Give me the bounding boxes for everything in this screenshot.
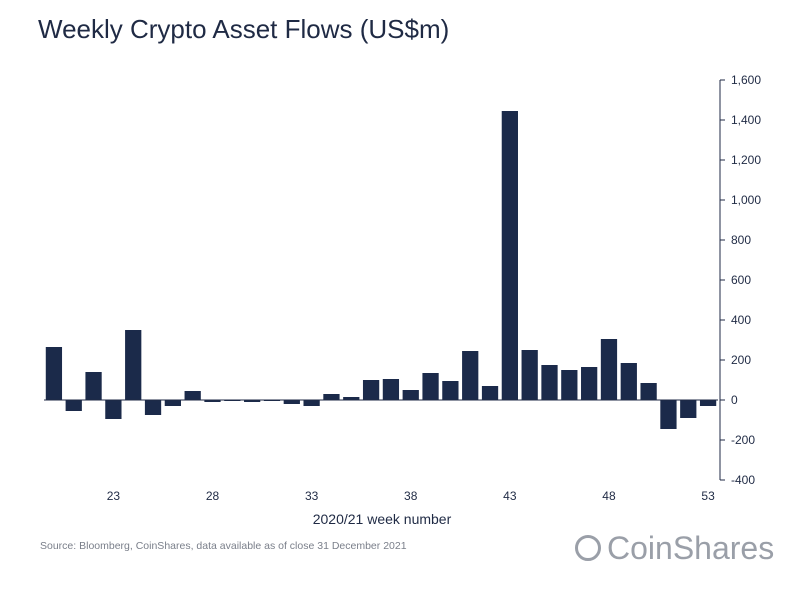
y-tick-label: 1,400 bbox=[731, 113, 761, 127]
y-axis: -400 -200 0 200 400 600 800 1,000 1,200 1,400 1,60… bbox=[719, 73, 761, 487]
bar-week-38 bbox=[402, 390, 419, 400]
bar-week-44 bbox=[521, 350, 538, 400]
source-note: Source: Bloomberg, CoinShares, data avai… bbox=[40, 540, 407, 552]
bar-week-49 bbox=[620, 363, 637, 400]
bar-week-52 bbox=[680, 400, 697, 418]
bar-week-20 bbox=[45, 347, 63, 400]
bars-group bbox=[45, 111, 717, 429]
x-tick-label: 53 bbox=[701, 489, 715, 503]
bar-week-36 bbox=[362, 380, 380, 400]
bar-week-33 bbox=[303, 400, 320, 406]
bar-week-47 bbox=[581, 367, 598, 400]
x-tick-label: 48 bbox=[602, 489, 616, 503]
bar-week-25 bbox=[144, 400, 162, 415]
x-axis: 23 28 33 38 43 48 53 bbox=[107, 489, 715, 503]
bar-week-41 bbox=[462, 351, 479, 400]
y-tick-label: 400 bbox=[731, 313, 751, 327]
bar-week-39 bbox=[422, 373, 439, 400]
bar-week-51 bbox=[660, 400, 677, 429]
x-tick-label: 28 bbox=[206, 489, 220, 503]
bar-week-46 bbox=[561, 370, 578, 400]
bar-week-28 bbox=[204, 400, 221, 402]
bar-week-40 bbox=[442, 381, 459, 400]
bar-week-48 bbox=[600, 339, 618, 400]
y-tick-label: 1,200 bbox=[731, 153, 761, 167]
bar-week-50 bbox=[640, 383, 657, 400]
bar-week-34 bbox=[323, 394, 340, 400]
bar-week-23 bbox=[105, 400, 122, 419]
y-tick-label: 600 bbox=[731, 273, 751, 287]
coinshares-logo-icon bbox=[575, 535, 601, 561]
y-tick-label: -400 bbox=[731, 473, 755, 487]
bar-week-24 bbox=[125, 330, 142, 400]
bar-week-27 bbox=[184, 391, 201, 400]
bar-week-53 bbox=[699, 400, 717, 406]
bar-week-30 bbox=[244, 400, 261, 402]
x-axis-label: 2020/21 week number bbox=[313, 511, 452, 527]
bar-week-32 bbox=[283, 400, 300, 404]
bar-week-42 bbox=[481, 386, 499, 400]
x-tick-label: 33 bbox=[305, 489, 319, 503]
bar-week-43 bbox=[501, 111, 518, 400]
bar-week-35 bbox=[343, 397, 360, 400]
x-tick-label: 23 bbox=[107, 489, 121, 503]
bar-week-37 bbox=[382, 379, 400, 400]
x-tick-label: 38 bbox=[404, 489, 418, 503]
y-tick-label: 200 bbox=[731, 353, 751, 367]
bar-week-45 bbox=[541, 365, 558, 400]
bar-week-21 bbox=[65, 400, 82, 411]
chart-title: Weekly Crypto Asset Flows (US$m) bbox=[38, 14, 450, 44]
brand-name: CoinShares bbox=[607, 530, 775, 566]
bar-week-22 bbox=[85, 372, 102, 400]
y-tick-label: 1,600 bbox=[731, 73, 761, 87]
y-tick-label: -200 bbox=[731, 433, 755, 447]
y-tick-label: 800 bbox=[731, 233, 751, 247]
x-tick-label: 43 bbox=[503, 489, 517, 503]
y-tick-label: 0 bbox=[731, 393, 738, 407]
brand-logo: CoinShares bbox=[575, 530, 774, 567]
y-tick-label: 1,000 bbox=[731, 193, 761, 207]
bar-week-26 bbox=[164, 400, 181, 406]
